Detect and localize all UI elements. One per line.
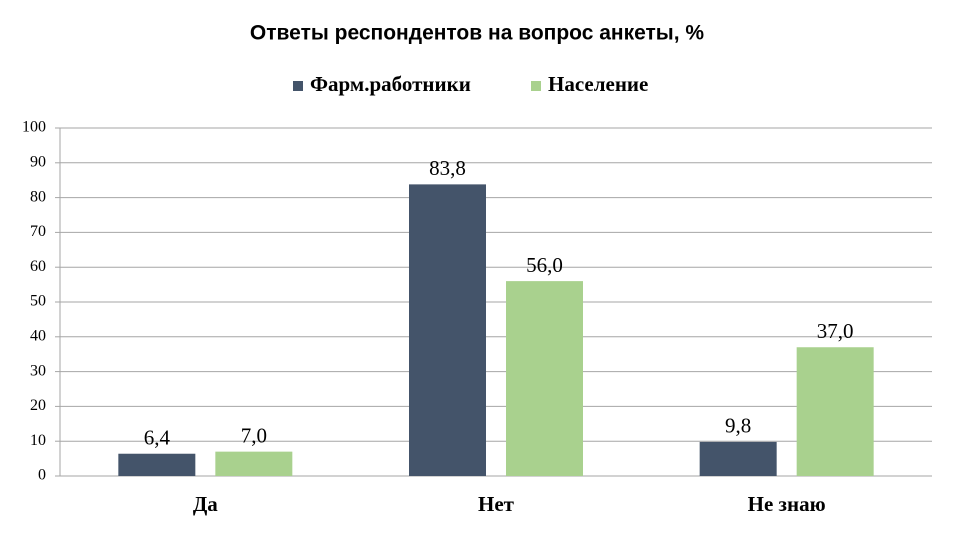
y-tick-label: 30 [30,362,46,379]
y-tick-label: 80 [30,188,46,205]
bar [699,441,777,476]
value-label: 7,0 [241,423,267,447]
legend-label: Фарм.работники [310,72,471,96]
y-tick-label: 0 [38,467,46,484]
legend-marker [293,81,303,91]
value-label: 37,0 [817,319,854,343]
bar [409,184,486,476]
y-tick-label: 70 [30,223,46,240]
x-tick-label: Да [193,492,218,516]
value-label: 9,8 [725,414,751,438]
bar [118,453,196,476]
y-tick-label: 90 [30,153,46,170]
chart-title: Ответы респондентов на вопрос анкеты, % [250,22,704,45]
y-tick-label: 40 [30,327,46,344]
y-tick-label: 10 [30,432,46,449]
legend-marker [531,81,541,91]
value-label: 83,8 [429,156,466,180]
y-tick-label: 20 [30,397,46,414]
y-tick-label: 60 [30,258,46,275]
bar [215,451,293,476]
value-label: 56,0 [526,253,563,277]
legend-label: Население [548,72,648,96]
value-label: 6,4 [144,426,171,450]
y-tick-label: 100 [22,119,46,136]
bar [506,281,583,476]
x-tick-label: Нет [478,492,515,516]
x-tick-label: Не знаю [748,492,826,516]
bar [796,347,874,476]
y-tick-label: 50 [30,293,46,310]
